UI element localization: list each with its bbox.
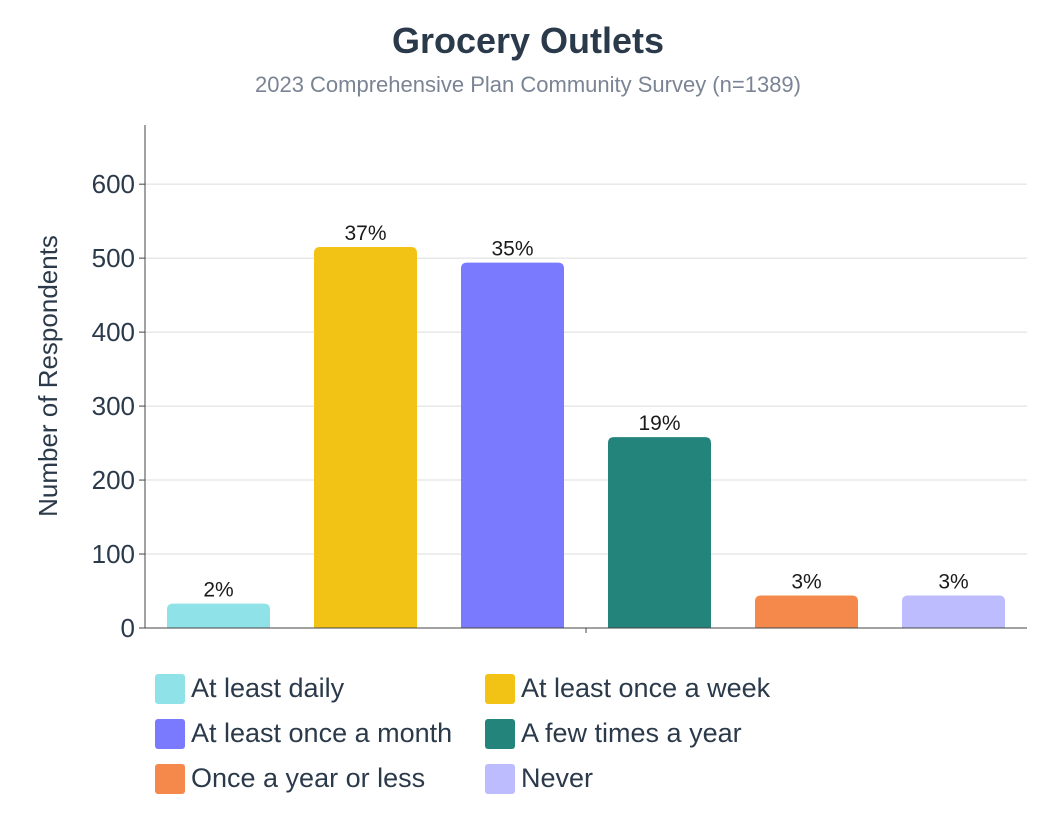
data-label: 19%	[638, 412, 680, 435]
legend-swatch	[485, 718, 515, 749]
legend-label: At least once a week	[521, 673, 771, 703]
legend-label: Once a year or less	[191, 763, 426, 793]
legend-label: At least once a month	[191, 718, 453, 748]
bar-chart-plot: 2% 37% 35% 19% 3% 3% 0 100 200 300 400 500 600 Numb…	[33, 125, 1027, 643]
chart-title: Grocery Outlets	[391, 20, 665, 61]
legend-swatch	[155, 763, 185, 794]
bar	[461, 262, 564, 628]
data-label: 37%	[344, 222, 386, 245]
y-tick-label: 500	[92, 243, 135, 273]
axes: 0 100 200 300 400 500 600	[92, 125, 1027, 643]
bar	[608, 437, 711, 628]
data-label: 2%	[203, 579, 233, 602]
legend-label: Never	[521, 763, 594, 793]
y-tick-label: 0	[121, 613, 135, 643]
y-tick-label: 200	[92, 465, 135, 495]
legend-label: A few times a year	[521, 718, 742, 748]
y-tick-label: 100	[92, 539, 135, 569]
bar	[902, 595, 1005, 628]
legend-swatch	[155, 673, 185, 704]
chart-subtitle: 2023 Comprehensive Plan Community Survey…	[254, 72, 801, 97]
bar	[755, 595, 858, 628]
legend-swatch	[485, 763, 515, 794]
data-label: 35%	[491, 238, 533, 261]
legend-item: At least once a month	[155, 715, 485, 752]
gridlines	[145, 183, 1027, 555]
y-tick-label: 300	[92, 391, 135, 421]
legend-item: At least daily	[155, 670, 485, 707]
data-label: 3%	[791, 570, 821, 593]
y-axis-title: Number of Respondents	[33, 235, 63, 517]
legend-swatch	[155, 718, 185, 749]
bar	[314, 247, 417, 629]
data-label: 3%	[938, 570, 968, 593]
legend-item: Never	[485, 760, 815, 797]
data-labels: 2% 37% 35% 19% 3% 3%	[203, 222, 968, 602]
bars	[167, 247, 1005, 629]
legend-item: A few times a year	[485, 715, 815, 752]
bar	[167, 603, 270, 628]
legend-item: Once a year or less	[155, 760, 485, 797]
legend-swatch	[485, 673, 515, 704]
legend-item: At least once a week	[485, 670, 815, 707]
y-tick-label: 600	[92, 169, 135, 199]
y-tick-label: 400	[92, 317, 135, 347]
legend: At least daily At least once a week At lea…	[155, 670, 835, 797]
legend-label: At least daily	[191, 673, 345, 703]
